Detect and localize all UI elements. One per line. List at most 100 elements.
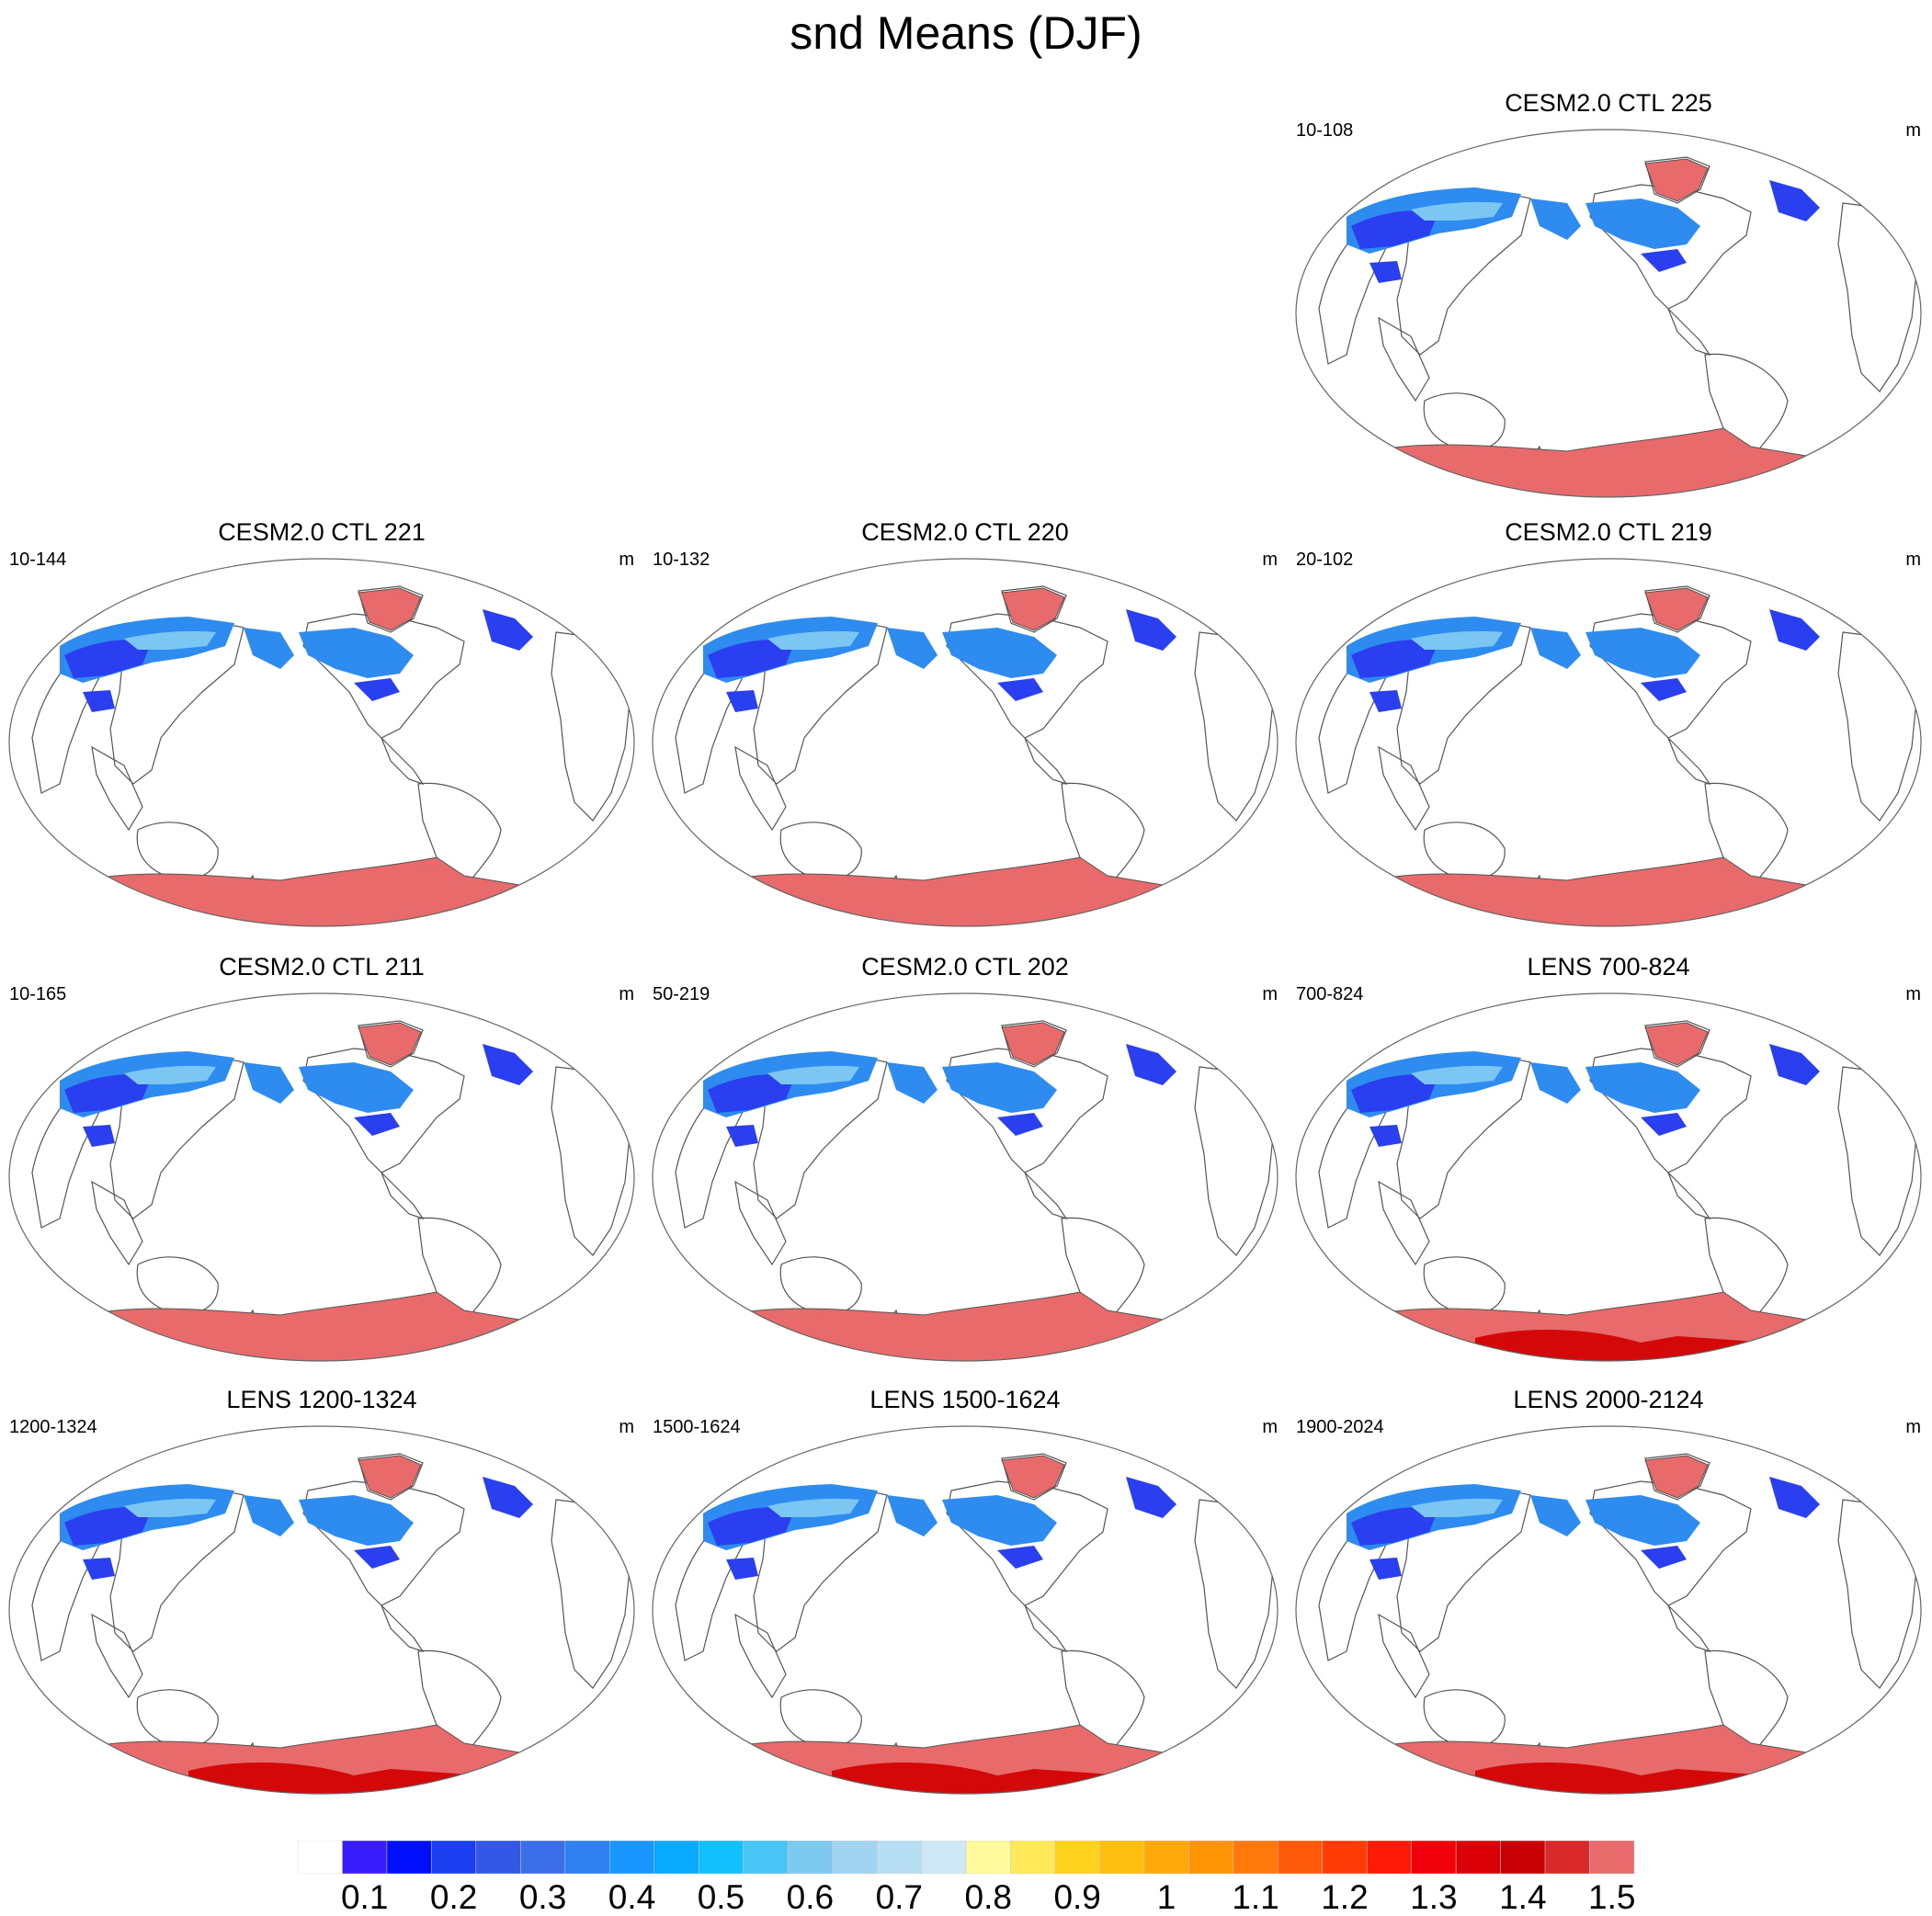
central-america-coastline [1024,737,1068,786]
panel-units: m [619,550,634,570]
snow-depth-field [124,1065,216,1084]
greenland-ice [1001,1022,1065,1066]
map-panel: CESM2.0 CTL 225 10-108 m [1287,88,1930,504]
snow-depth-field [1369,261,1402,283]
panel-year-range: 50-219 [653,984,710,1004]
snow-depth-field [942,1495,1057,1546]
panel-title: CESM2.0 CTL 211 [219,953,425,981]
greenland-outline-coastline [1644,585,1710,633]
panel-year-range: 20-102 [1296,550,1354,570]
snow-depth-field [1126,609,1176,651]
panel-year-range: 1500-1624 [653,1417,741,1437]
central-america-coastline [381,737,425,786]
snow-depth-field [244,1062,294,1104]
snow-depth-field [708,1074,795,1113]
greenland-outline-coastline [358,585,424,633]
australia-coastline [779,1689,862,1748]
south-asia-coastline [91,1180,143,1266]
south-asia-coastline [91,1613,143,1699]
panel-units: m [619,1417,634,1437]
north-america-coastline [1589,1480,1752,1606]
colorbar-swatch [386,1841,432,1874]
map-panel: LENS 1200-1324 1200-1324 m [0,1385,643,1800]
africa-europe-coastline [1194,1066,1274,1256]
south-asia-coastline [1378,745,1430,832]
africa-europe-coastline [1837,202,1917,392]
south-asia-coastline [734,1613,787,1699]
panel-title: LENS 700-824 [1527,953,1690,981]
world-map [652,1425,1279,1795]
snow-depth-field [299,1495,414,1546]
snow-depth-field [354,678,400,701]
snow-depth-field [767,630,859,650]
panel-units: m [619,984,634,1004]
colorbar-tick-label: 1.3 [1410,1878,1458,1916]
snow-depth-field [708,1507,795,1546]
snow-depth-field [1351,640,1438,678]
panel-units: m [1262,550,1278,570]
antarctica-ice [1296,856,1921,926]
panel-title: CESM2.0 CTL 225 [1505,89,1712,117]
globe-outline [652,558,1279,927]
central-america-coastline [1024,1604,1068,1653]
colorbar-tick-label: 0.6 [786,1878,835,1916]
snow-depth-field [299,628,414,678]
colorbar-tick-label: 1 [1156,1878,1176,1916]
snow-depth-field [83,1125,115,1147]
map-panel: LENS 700-824 700-824 m [1287,952,1930,1367]
snow-depth-field [64,1074,152,1113]
greenland-outline-coastline [1644,1020,1710,1068]
colorbar-swatch [520,1841,566,1874]
map-panel: LENS 1500-1624 1500-1624 m [643,1385,1287,1800]
world-map [8,1425,635,1795]
africa-europe-coastline [551,631,631,822]
australia-coastline [779,822,862,880]
world-map [652,558,1279,927]
world-map [1295,1425,1922,1795]
globe-outline [1295,1425,1922,1795]
south-asia-coastline [1378,1613,1430,1699]
antarctica-ice [1296,427,1921,497]
colorbar-tick-label: 1.5 [1588,1878,1636,1916]
snow-depth-field [1126,1044,1176,1085]
snow-depth-field [1769,1477,1820,1518]
panel-title: CESM2.0 CTL 220 [861,518,1069,546]
snow-depth-field [483,1044,533,1085]
colorbar-tick-label: 0.3 [518,1878,567,1916]
world-map [1295,992,1922,1362]
colorbar-swatch [1233,1841,1279,1874]
colorbar-swatch [475,1841,521,1874]
map-panel: CESM2.0 CTL 221 10-144 m [0,517,643,933]
snow-depth-field [726,690,758,712]
north-america-coastline [946,1048,1108,1173]
colorbar-swatch [832,1841,878,1874]
greenland-ice [1644,1022,1709,1066]
snow-depth-field [1411,1498,1503,1517]
central-america-coastline [1667,1604,1711,1653]
snow-depth-field [1351,1507,1438,1546]
snow-depth-field [83,690,115,712]
central-america-coastline [381,1604,425,1653]
snow-depth-field [1530,1495,1581,1536]
panel-year-range: 10-108 [1296,120,1354,141]
snow-depth-field [942,1062,1057,1113]
australia-coastline [136,822,219,880]
world-map [652,992,1279,1362]
south-asia-coastline [734,1180,787,1266]
colorbar-swatch [1455,1841,1501,1874]
north-america-coastline [946,613,1108,739]
south-asia-coastline [1378,316,1430,402]
colorbar-tick-label: 0.4 [608,1878,656,1916]
snow-depth-field [942,628,1057,678]
africa-europe-coastline [1194,1499,1274,1689]
africa-europe-coastline [1194,631,1274,822]
greenland-outline-coastline [358,1453,424,1501]
panel-title: CESM2.0 CTL 202 [861,953,1069,981]
panel-year-range: 1200-1324 [9,1417,97,1437]
north-america-coastline [946,1480,1108,1606]
snow-depth-field [1641,1113,1687,1136]
world-map [8,558,635,927]
snow-depth-field [1585,1062,1700,1113]
africa-europe-coastline [1837,1066,1917,1256]
australia-coastline [1423,822,1506,880]
